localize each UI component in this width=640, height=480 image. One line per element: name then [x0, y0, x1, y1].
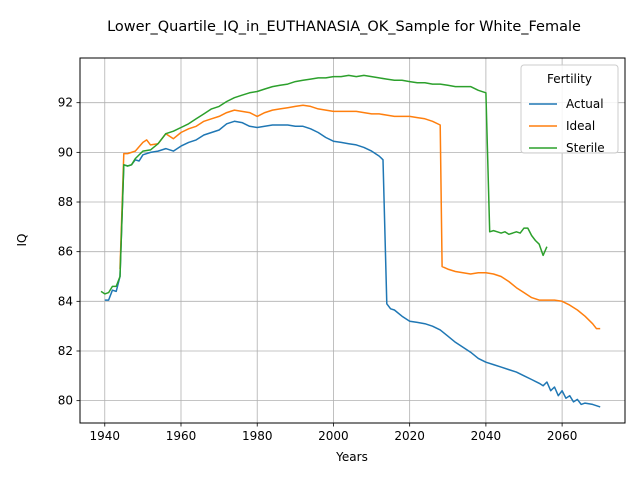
legend-box [520, 64, 619, 154]
y-axis-ticks: 80 82 84 86 88 90 92 [58, 96, 80, 408]
series-lines [100, 74, 601, 408]
x-tick-label: 1960 [166, 429, 197, 443]
x-tick-label: 1940 [89, 429, 120, 443]
y-tick-label: 92 [58, 96, 73, 110]
y-axis-label: IQ [15, 234, 29, 247]
plot-frame [79, 57, 626, 424]
x-axis-label: Years [335, 450, 368, 464]
x-tick-label: 2020 [394, 429, 425, 443]
y-tick-label: 88 [58, 195, 73, 209]
chart-title: Lower_Quartile_IQ_in_EUTHANASIA_OK_Sampl… [107, 19, 581, 35]
y-tick-label: 90 [58, 145, 73, 159]
x-axis-ticks: 1940 1960 1980 2000 2020 2040 2060 [89, 423, 577, 443]
legend-title: Fertility [547, 72, 592, 86]
series-line-ideal [119, 104, 601, 330]
legend-label-actual: Actual [566, 97, 604, 111]
y-tick-label: 82 [58, 344, 73, 358]
legend: Fertility Actual Ideal Sterile [520, 64, 619, 155]
legend-label-sterile: Sterile [566, 141, 605, 155]
y-tick-label: 80 [58, 394, 73, 408]
series-line-actual [104, 120, 601, 408]
x-tick-label: 1980 [242, 429, 273, 443]
y-tick-label: 84 [58, 294, 73, 308]
x-tick-label: 2060 [547, 429, 578, 443]
grid [80, 58, 625, 423]
x-tick-label: 2040 [471, 429, 502, 443]
y-tick-label: 86 [58, 245, 73, 259]
series-line-sterile [100, 74, 548, 295]
legend-label-ideal: Ideal [566, 119, 595, 133]
x-tick-label: 2000 [318, 429, 349, 443]
